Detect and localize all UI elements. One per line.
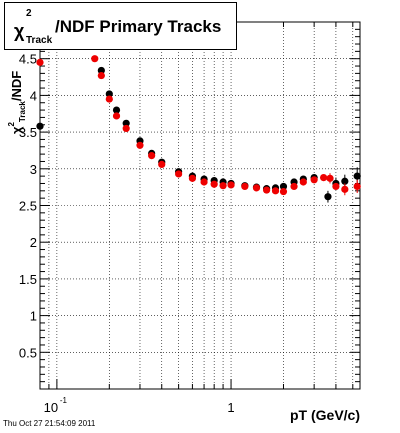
data-point bbox=[341, 177, 349, 185]
data-point bbox=[148, 151, 156, 160]
data-point bbox=[210, 180, 218, 188]
data-point bbox=[158, 160, 166, 168]
data-point bbox=[326, 174, 334, 182]
axis-ticks: 0.5 1 1.5 2 2.5 3 3.5 4 4.5 10 -1 1 bbox=[19, 21, 360, 415]
data-point bbox=[188, 174, 197, 182]
data-point bbox=[219, 182, 227, 190]
data-point bbox=[279, 187, 288, 196]
y-tick-label: 1 bbox=[30, 309, 37, 324]
x-tick-label-exponent: -1 bbox=[60, 396, 68, 405]
data-point bbox=[122, 119, 130, 127]
title-text: /NDF Primary Tracks bbox=[55, 17, 222, 36]
title-subscript: Track bbox=[26, 35, 53, 46]
data-point bbox=[36, 58, 44, 66]
data-point bbox=[105, 95, 113, 103]
x-tick-label: 10 bbox=[44, 400, 58, 415]
data-point bbox=[353, 182, 361, 191]
y-tick-label: 4 bbox=[30, 88, 37, 103]
data-point bbox=[341, 185, 349, 193]
y-tick-label: 4.5 bbox=[19, 52, 37, 67]
ylabel-superscript: 2 bbox=[7, 122, 16, 127]
data-point bbox=[105, 90, 113, 98]
data-point bbox=[353, 172, 361, 180]
title-superscript: 2 bbox=[26, 8, 32, 19]
data-point bbox=[320, 174, 328, 182]
x-tick-label: 1 bbox=[227, 400, 234, 415]
y-tick-label: 3 bbox=[30, 162, 37, 177]
data-point bbox=[112, 112, 121, 120]
chart-grid bbox=[39, 22, 360, 389]
data-point bbox=[227, 181, 235, 189]
data-point bbox=[97, 71, 105, 80]
data-point bbox=[310, 176, 318, 184]
ylabel-subscript: Track bbox=[18, 101, 27, 123]
y-tick-label: 3.5 bbox=[19, 125, 37, 140]
ylabel-chi: χ bbox=[9, 126, 24, 134]
data-point bbox=[324, 193, 332, 201]
title-chi: χ bbox=[14, 21, 25, 41]
data-point bbox=[252, 184, 261, 192]
data-point bbox=[97, 66, 105, 75]
data-point bbox=[279, 182, 288, 191]
data-points bbox=[36, 22, 361, 203]
y-tick-label: 2 bbox=[30, 235, 37, 250]
data-point bbox=[263, 186, 271, 194]
data-point bbox=[175, 170, 183, 178]
data-point bbox=[299, 178, 307, 186]
ylabel-text: /NDF bbox=[9, 70, 24, 102]
data-point bbox=[112, 106, 121, 114]
x-axis-label: pT (GeV/c) bbox=[290, 407, 361, 423]
y-axis-label: χ2Track/NDF bbox=[7, 70, 27, 134]
timestamp-footer: Thu Oct 27 21:54:09 2011 bbox=[3, 419, 96, 428]
data-point bbox=[290, 182, 298, 191]
data-point bbox=[271, 187, 280, 195]
y-tick-label: 1.5 bbox=[19, 272, 37, 287]
data-point bbox=[91, 55, 99, 63]
data-point bbox=[122, 124, 130, 133]
data-point bbox=[200, 178, 208, 186]
data-point bbox=[241, 182, 249, 191]
y-tick-label: 0.5 bbox=[19, 345, 37, 360]
y-tick-label: 2.5 bbox=[19, 199, 37, 214]
data-point bbox=[136, 141, 144, 149]
chart-title: χ 2 Track /NDF Primary Tracks bbox=[4, 2, 237, 50]
data-point bbox=[332, 182, 340, 191]
data-point bbox=[36, 122, 44, 130]
